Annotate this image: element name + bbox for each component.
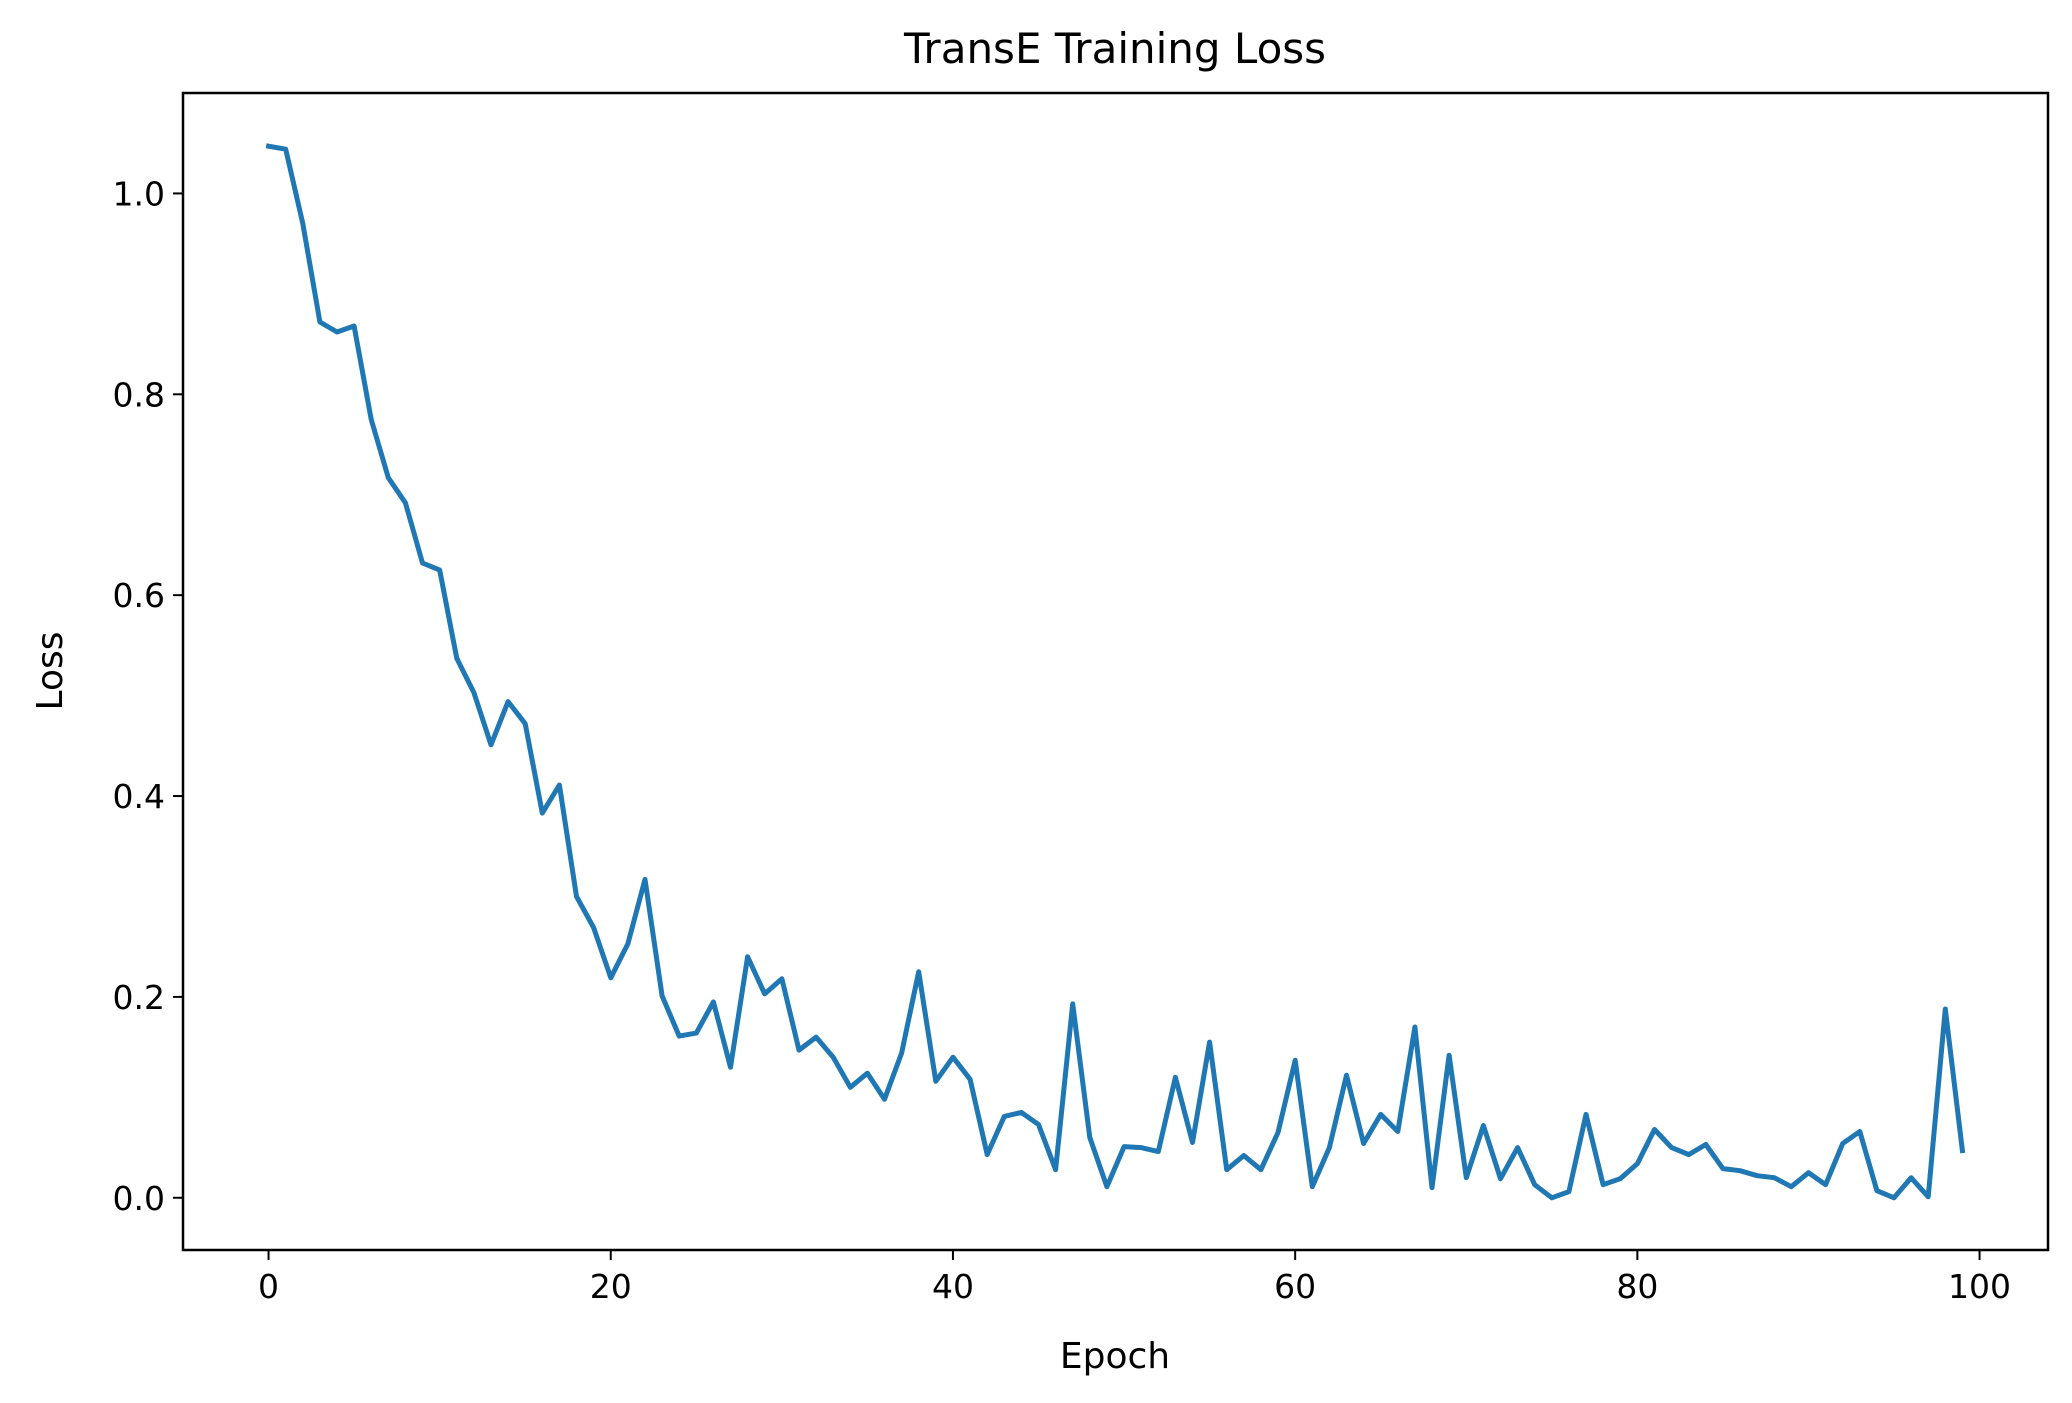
y-tick-label: 0.8 xyxy=(113,375,165,414)
y-tick-label: 0.0 xyxy=(113,1179,165,1218)
y-tick-label: 0.6 xyxy=(113,576,165,615)
series-line xyxy=(265,143,1966,1201)
chart-title: TransE Training Loss xyxy=(903,24,1326,73)
x-tick-label: 80 xyxy=(1616,1267,1658,1306)
x-tick-label: 60 xyxy=(1274,1267,1316,1306)
x-tick-label: 100 xyxy=(1948,1267,2011,1306)
y-tick-label: 0.2 xyxy=(113,978,165,1017)
y-tick-label: 0.4 xyxy=(113,777,165,816)
x-tick-label: 40 xyxy=(932,1267,974,1306)
y-axis-label: Loss xyxy=(30,632,71,711)
y-tick-label: 1.0 xyxy=(113,174,165,213)
x-tick-label: 20 xyxy=(590,1267,632,1306)
plot-area-frame xyxy=(181,91,2050,1252)
x-tick-label: 0 xyxy=(258,1267,279,1306)
x-axis-label: Epoch xyxy=(1060,1336,1170,1377)
